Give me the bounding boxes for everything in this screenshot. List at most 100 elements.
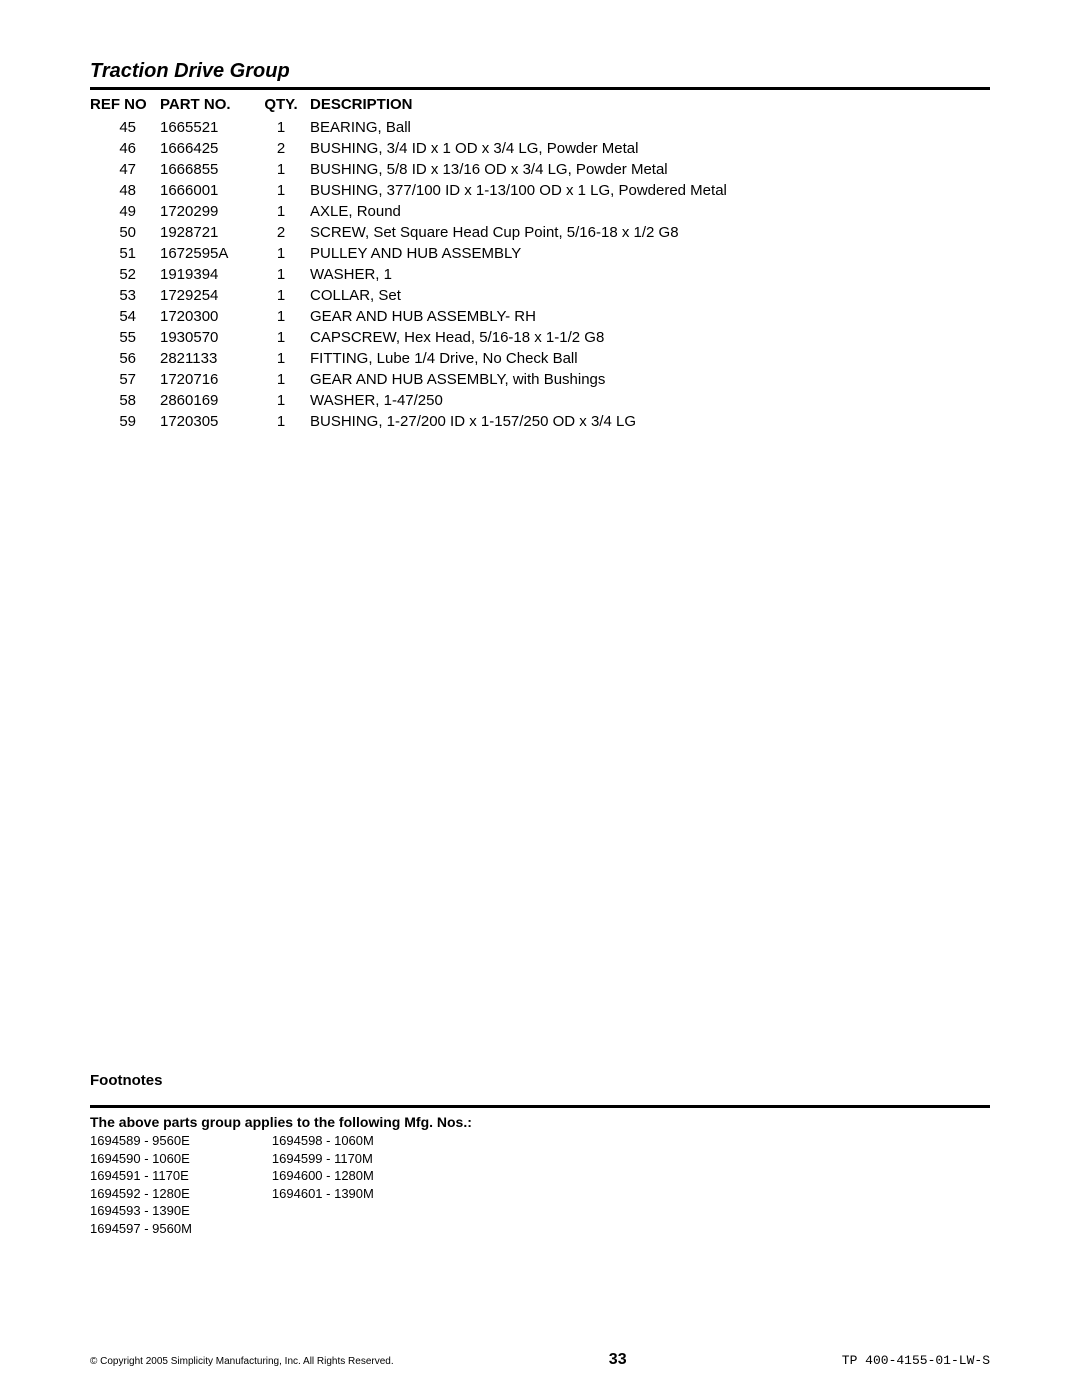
copyright: © Copyright 2005 Simplicity Manufacturin…: [90, 1356, 394, 1367]
cell-part: 1665521: [160, 117, 260, 138]
cell-desc: COLLAR, Set: [310, 285, 990, 306]
cell-ref: 51: [90, 243, 160, 264]
cell-desc: BUSHING, 5/8 ID x 13/16 OD x 3/4 LG, Pow…: [310, 159, 990, 180]
cell-part: 1720299: [160, 201, 260, 222]
footnotes-title: Footnotes: [90, 1072, 990, 1089]
cell-ref: 48: [90, 180, 160, 201]
table-row: 5628211331FITTING, Lube 1/4 Drive, No Ch…: [90, 348, 990, 369]
cell-part: 1666425: [160, 138, 260, 159]
section-title: Traction Drive Group: [90, 60, 990, 83]
page: Traction Drive Group REF NO PART NO. QTY…: [0, 0, 1080, 1397]
cell-qty: 1: [260, 348, 310, 369]
table-row: 4816660011BUSHING, 377/100 ID x 1-13/100…: [90, 180, 990, 201]
cell-qty: 1: [260, 159, 310, 180]
mfg-item: 1694589 - 9560E: [90, 1132, 192, 1150]
mfg-nos: 1694589 - 9560E1694590 - 1060E1694591 - …: [90, 1132, 990, 1237]
cell-part: 1729254: [160, 285, 260, 306]
mfg-col-2: 1694598 - 1060M1694599 - 1170M1694600 - …: [272, 1132, 374, 1237]
cell-qty: 1: [260, 264, 310, 285]
cell-part: 1930570: [160, 327, 260, 348]
rule-heavy-bottom: [90, 1105, 990, 1108]
cell-qty: 1: [260, 117, 310, 138]
cell-desc: WASHER, 1-47/250: [310, 390, 990, 411]
cell-part: 1928721: [160, 222, 260, 243]
mfg-item: 1694593 - 1390E: [90, 1202, 192, 1220]
cell-desc: GEAR AND HUB ASSEMBLY- RH: [310, 306, 990, 327]
cell-desc: WASHER, 1: [310, 264, 990, 285]
cell-desc: BUSHING, 377/100 ID x 1-13/100 OD x 1 LG…: [310, 180, 990, 201]
cell-ref: 58: [90, 390, 160, 411]
cell-qty: 1: [260, 369, 310, 390]
page-number: 33: [609, 1351, 627, 1369]
cell-ref: 57: [90, 369, 160, 390]
mfg-title: The above parts group applies to the fol…: [90, 1114, 990, 1130]
cell-ref: 55: [90, 327, 160, 348]
mfg-item: 1694598 - 1060M: [272, 1132, 374, 1150]
cell-qty: 1: [260, 306, 310, 327]
cell-qty: 1: [260, 327, 310, 348]
cell-qty: 1: [260, 411, 310, 432]
mfg-item: 1694601 - 1390M: [272, 1185, 374, 1203]
col-desc: DESCRIPTION: [310, 92, 990, 117]
cell-desc: GEAR AND HUB ASSEMBLY, with Bushings: [310, 369, 990, 390]
table-row: 4917202991AXLE, Round: [90, 201, 990, 222]
cell-desc: SCREW, Set Square Head Cup Point, 5/16-1…: [310, 222, 990, 243]
cell-part: 1666855: [160, 159, 260, 180]
cell-ref: 46: [90, 138, 160, 159]
cell-part: 2821133: [160, 348, 260, 369]
cell-part: 1666001: [160, 180, 260, 201]
mfg-item: 1694592 - 1280E: [90, 1185, 192, 1203]
table-row: 5219193941WASHER, 1: [90, 264, 990, 285]
table-row: 5019287212SCREW, Set Square Head Cup Poi…: [90, 222, 990, 243]
cell-ref: 54: [90, 306, 160, 327]
cell-desc: BUSHING, 3/4 ID x 1 OD x 3/4 LG, Powder …: [310, 138, 990, 159]
cell-desc: BUSHING, 1-27/200 ID x 1-157/250 OD x 3/…: [310, 411, 990, 432]
parts-table: REF NO PART NO. QTY. DESCRIPTION 4516655…: [90, 92, 990, 432]
cell-desc: AXLE, Round: [310, 201, 990, 222]
mfg-col-1: 1694589 - 9560E1694590 - 1060E1694591 - …: [90, 1132, 192, 1237]
cell-desc: FITTING, Lube 1/4 Drive, No Check Ball: [310, 348, 990, 369]
cell-qty: 1: [260, 201, 310, 222]
mfg-item: 1694590 - 1060E: [90, 1150, 192, 1168]
cell-desc: BEARING, Ball: [310, 117, 990, 138]
table-row: 5917203051BUSHING, 1-27/200 ID x 1-157/2…: [90, 411, 990, 432]
cell-ref: 49: [90, 201, 160, 222]
cell-part: 1672595A: [160, 243, 260, 264]
cell-part: 1720300: [160, 306, 260, 327]
table-row: 4616664252BUSHING, 3/4 ID x 1 OD x 3/4 L…: [90, 138, 990, 159]
mfg-item: 1694591 - 1170E: [90, 1167, 192, 1185]
table-row: 4716668551BUSHING, 5/8 ID x 13/16 OD x 3…: [90, 159, 990, 180]
table-row: 5417203001GEAR AND HUB ASSEMBLY- RH: [90, 306, 990, 327]
cell-qty: 1: [260, 390, 310, 411]
cell-ref: 47: [90, 159, 160, 180]
cell-ref: 50: [90, 222, 160, 243]
col-part: PART NO.: [160, 92, 260, 117]
cell-qty: 1: [260, 180, 310, 201]
cell-part: 1720305: [160, 411, 260, 432]
table-row: 4516655211BEARING, Ball: [90, 117, 990, 138]
col-qty: QTY.: [260, 92, 310, 117]
cell-ref: 45: [90, 117, 160, 138]
rule-heavy-top: [90, 87, 990, 90]
table-row: 511672595A1PULLEY AND HUB ASSEMBLY: [90, 243, 990, 264]
cell-ref: 52: [90, 264, 160, 285]
mfg-item: 1694597 - 9560M: [90, 1220, 192, 1238]
cell-part: 1919394: [160, 264, 260, 285]
table-row: 5717207161GEAR AND HUB ASSEMBLY, with Bu…: [90, 369, 990, 390]
cell-desc: PULLEY AND HUB ASSEMBLY: [310, 243, 990, 264]
mfg-item: 1694600 - 1280M: [272, 1167, 374, 1185]
cell-qty: 2: [260, 222, 310, 243]
cell-qty: 1: [260, 243, 310, 264]
cell-ref: 56: [90, 348, 160, 369]
cell-qty: 2: [260, 138, 310, 159]
table-row: 5317292541COLLAR, Set: [90, 285, 990, 306]
cell-ref: 59: [90, 411, 160, 432]
table-row: 5519305701CAPSCREW, Hex Head, 5/16-18 x …: [90, 327, 990, 348]
mfg-item: 1694599 - 1170M: [272, 1150, 374, 1168]
table-header-row: REF NO PART NO. QTY. DESCRIPTION: [90, 92, 990, 117]
cell-desc: CAPSCREW, Hex Head, 5/16-18 x 1-1/2 G8: [310, 327, 990, 348]
col-ref: REF NO: [90, 92, 160, 117]
table-row: 5828601691WASHER, 1-47/250: [90, 390, 990, 411]
cell-part: 1720716: [160, 369, 260, 390]
document-id: TP 400-4155-01-LW-S: [842, 1353, 990, 1368]
